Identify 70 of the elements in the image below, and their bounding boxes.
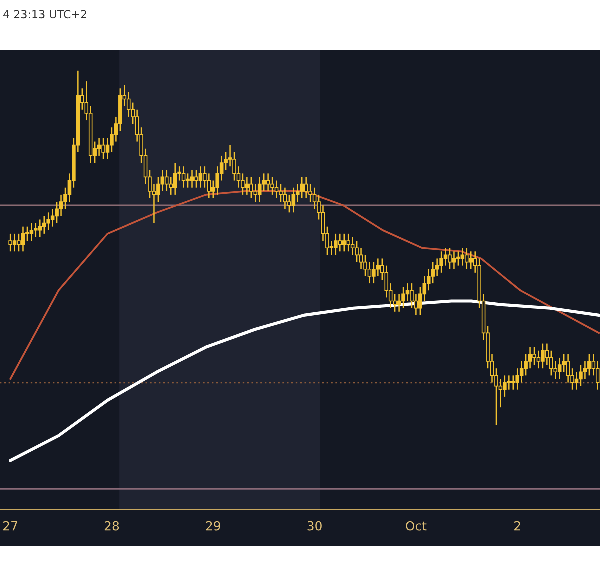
candlestick <box>42 216 46 235</box>
candlestick <box>160 170 165 192</box>
candlestick <box>566 354 570 384</box>
candlestick <box>376 258 380 278</box>
candlestick <box>520 360 524 384</box>
candlestick <box>350 236 355 256</box>
candlestick <box>17 233 21 252</box>
candlestick <box>498 378 503 408</box>
candlestick <box>304 176 308 200</box>
x-tick-label: 30 <box>308 521 322 531</box>
candlestick <box>182 166 186 188</box>
candlestick <box>558 357 562 380</box>
candlestick <box>38 219 42 238</box>
candlestick <box>469 251 474 270</box>
candlestick <box>359 247 364 270</box>
x-tick-label: 2 <box>514 521 520 531</box>
x-tick-label: 29 <box>206 521 220 531</box>
candlestick <box>346 233 350 252</box>
candlestick <box>21 226 26 252</box>
candlestick <box>368 262 372 284</box>
candlestick <box>541 343 545 370</box>
candlestick <box>46 212 50 232</box>
candlestick <box>30 222 34 242</box>
candlestick <box>270 176 274 196</box>
candlestick <box>588 354 592 376</box>
candlestick <box>292 187 296 214</box>
candlestick <box>532 346 536 366</box>
candlestick <box>198 166 203 188</box>
candlestick <box>342 233 346 252</box>
text: 4 23:13 UTC+2 <box>4 10 86 19</box>
candlestick <box>435 258 440 278</box>
x-tick-label: 28 <box>104 521 120 531</box>
candlestick <box>456 251 460 266</box>
x-tick-label: Oct <box>406 521 427 531</box>
candlestick <box>186 173 190 188</box>
candlestick <box>338 233 342 252</box>
candlestick <box>300 176 304 200</box>
candlestick <box>583 360 588 380</box>
candlestick <box>12 233 17 252</box>
candlestick <box>258 176 262 203</box>
candlestick <box>102 138 106 160</box>
candlestick <box>207 173 212 200</box>
candlestick <box>465 247 469 270</box>
candlestick <box>414 294 418 316</box>
candlestick <box>250 176 254 200</box>
candlestick <box>8 233 12 252</box>
candlestick <box>511 375 516 390</box>
candlestick <box>545 343 550 366</box>
candlestick <box>165 170 169 192</box>
candlestick <box>283 187 288 210</box>
candlestick <box>34 222 38 238</box>
candlestick <box>372 262 376 284</box>
x-tick-label: 27 <box>4 521 18 531</box>
candlestick <box>406 282 410 302</box>
candlestick <box>440 251 444 274</box>
candlestick <box>528 346 532 370</box>
candlestick <box>334 233 338 256</box>
candlestick <box>245 176 250 196</box>
candlestick <box>194 170 198 188</box>
candlestick <box>312 187 317 210</box>
candlestick <box>579 364 583 387</box>
candlestick <box>507 375 512 390</box>
candlestick <box>274 180 279 200</box>
candlestick <box>106 138 110 160</box>
candlestick <box>173 162 178 196</box>
candlestick <box>97 138 102 157</box>
candlestick <box>59 194 64 217</box>
candlestick <box>448 247 452 270</box>
candlestick <box>402 286 406 309</box>
candlestick <box>536 350 541 370</box>
